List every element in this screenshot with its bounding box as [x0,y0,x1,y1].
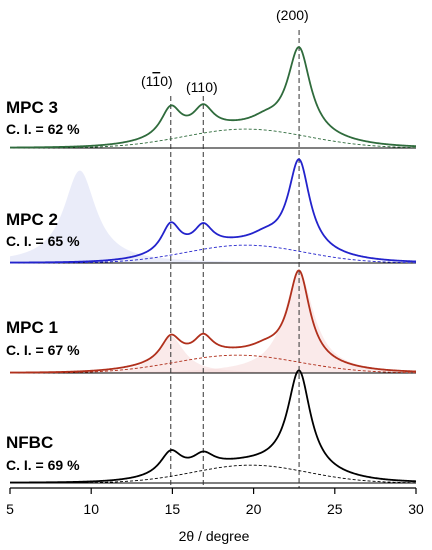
pattern-curve-layer [9,46,417,484]
x-tick-label-10: 10 [83,501,99,517]
diffraction-curve-0 [9,46,417,149]
x-tick-label-20: 20 [246,501,262,517]
plane-label-110: (110) [186,79,218,95]
diffraction-curve-3 [9,369,417,484]
sample-name-mpc1: MPC 1 [6,318,58,337]
x-axis: 5 10 15 20 25 30 [6,487,424,517]
ci-label-mpc3: C. I. = 62 % [6,121,80,137]
amorphous-fit-layer [10,128,417,484]
diffraction-curve-1 [9,158,417,264]
amorphous-fit-0 [10,128,417,149]
x-axis-title: 2θ / degree [179,528,250,544]
amorphous-fit-2 [10,354,417,374]
label-layer: (110) (110) (200) MPC 3 C. I. = 62 % MPC… [6,7,309,544]
x-tick-label-5: 5 [6,501,14,517]
background-halo-layer [10,170,416,373]
sample-name-mpc3: MPC 3 [6,98,58,117]
x-tick-label-30: 30 [408,501,424,517]
ci-label-mpc1: C. I. = 67 % [6,342,80,358]
amorphous-fit-3 [10,464,417,484]
sample-name-nfbc: NFBC [6,433,53,452]
ci-label-nfbc: C. I. = 69 % [6,457,80,473]
background-halo-1-0 [10,170,416,263]
amorphous-fit-1 [10,244,417,264]
diffraction-curve-2 [9,269,417,374]
background-halo-2-0 [10,272,416,373]
reference-line-layer [170,30,300,488]
ci-label-mpc2: C. I. = 65 % [6,233,80,249]
plane-label-1-bar-1-0: (110) [141,73,173,89]
plane-label-200: (200) [276,7,309,23]
x-tick-label-15: 15 [165,501,181,517]
x-tick-label-25: 25 [327,501,343,517]
sample-name-mpc2: MPC 2 [6,210,58,229]
